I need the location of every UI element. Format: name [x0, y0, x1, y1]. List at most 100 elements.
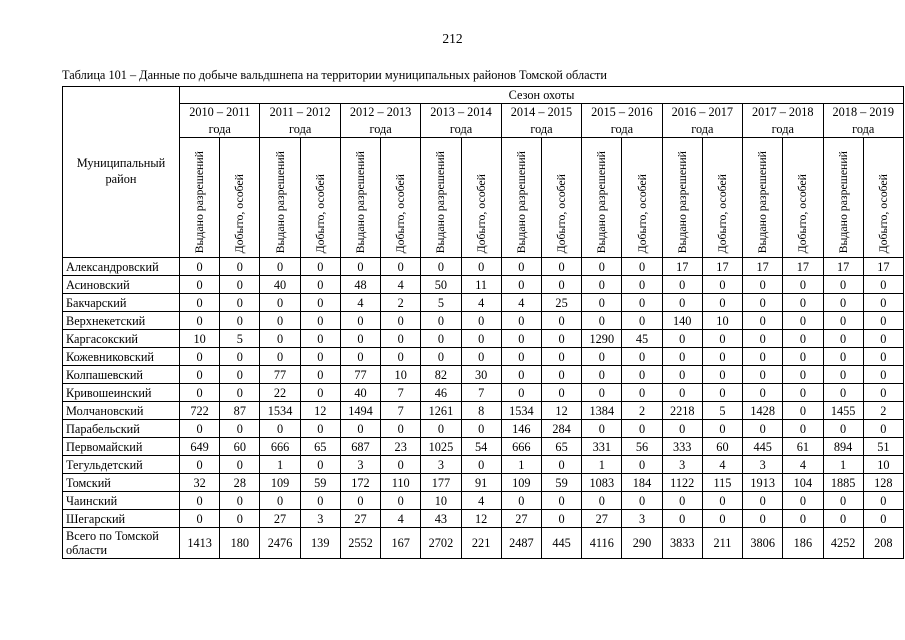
subheader-permits-issued: Выдано разрешений: [339, 137, 382, 259]
harvest-table: Муниципальный район Сезон охоты 2010 – 2…: [62, 85, 905, 560]
subheader-permits-issued: Выдано разрешений: [420, 137, 462, 259]
value-cell: 109: [259, 473, 301, 493]
value-cell: 0: [540, 383, 583, 403]
value-cell: 3833: [661, 527, 703, 560]
value-cell: 0: [822, 275, 864, 295]
value-cell: 0: [219, 491, 261, 511]
value-cell: 54: [460, 437, 502, 457]
value-cell: 0: [782, 365, 824, 385]
district-cell: Верхнекетский: [62, 311, 180, 331]
value-cell: 0: [581, 293, 623, 313]
value-cell: 12: [460, 509, 502, 529]
value-cell: 30: [460, 365, 502, 385]
subheader-permits-issued: Выдано разрешений: [581, 137, 623, 259]
district-cell: Чаинский: [62, 491, 180, 511]
value-cell: 1413: [178, 527, 221, 560]
value-cell: 0: [581, 311, 623, 331]
value-cell: 687: [339, 437, 382, 457]
subheader-label: Добыто, особей: [312, 173, 327, 254]
value-cell: 17: [782, 257, 824, 277]
value-cell: 17: [661, 257, 703, 277]
value-cell: 3: [621, 509, 663, 529]
value-cell: 0: [219, 257, 261, 277]
value-cell: 65: [299, 437, 341, 457]
district-header-cell: Муниципальный район: [62, 85, 180, 259]
subheader-harvested: Добыто, особей: [862, 137, 905, 259]
value-cell: 0: [380, 329, 422, 349]
value-cell: 0: [581, 491, 623, 511]
value-cell: 0: [581, 257, 623, 277]
value-cell: 445: [742, 437, 784, 457]
value-cell: 0: [259, 419, 301, 439]
value-cell: 1534: [259, 401, 301, 421]
value-cell: 1534: [500, 401, 542, 421]
value-cell: 0: [701, 419, 744, 439]
value-cell: 0: [219, 275, 261, 295]
value-cell: 27: [581, 509, 623, 529]
value-cell: 894: [822, 437, 864, 457]
value-cell: 0: [822, 509, 864, 529]
value-cell: 0: [540, 257, 583, 277]
value-cell: 46: [420, 383, 462, 403]
value-cell: 32: [178, 473, 221, 493]
value-cell: 0: [460, 257, 502, 277]
value-cell: 0: [299, 365, 341, 385]
value-cell: 0: [219, 365, 261, 385]
value-cell: 77: [259, 365, 301, 385]
value-cell: 0: [782, 293, 824, 313]
value-cell: 51: [862, 437, 905, 457]
value-cell: 0: [420, 419, 462, 439]
subheader-label: Добыто, особей: [232, 173, 247, 254]
value-cell: 60: [701, 437, 744, 457]
value-cell: 82: [420, 365, 462, 385]
subheader-harvested: Добыто, особей: [219, 137, 261, 259]
value-cell: 3: [661, 455, 703, 475]
value-cell: 0: [782, 401, 824, 421]
district-cell: Колпашевский: [62, 365, 180, 385]
value-cell: 4252: [822, 527, 864, 560]
value-cell: 0: [460, 311, 502, 331]
value-cell: 0: [701, 365, 744, 385]
value-cell: 0: [339, 329, 382, 349]
value-cell: 666: [259, 437, 301, 457]
value-cell: 27: [339, 509, 382, 529]
district-cell: Каргасокский: [62, 329, 180, 349]
value-cell: 0: [540, 275, 583, 295]
value-cell: 0: [862, 491, 905, 511]
value-cell: 4: [500, 293, 542, 313]
value-cell: 1: [822, 455, 864, 475]
subheader-label: Добыто, особей: [634, 173, 649, 254]
value-cell: 1885: [822, 473, 864, 493]
value-cell: 0: [219, 311, 261, 331]
value-cell: 2552: [339, 527, 382, 560]
value-cell: 0: [661, 419, 703, 439]
value-cell: 0: [822, 419, 864, 439]
value-cell: 0: [822, 311, 864, 331]
value-cell: 0: [420, 347, 462, 367]
value-cell: 0: [380, 455, 422, 475]
table-row: Бакчарский 0 0 0 0 4 2 5 4 4 25 0 0 0 0 0 0 0 0: [62, 293, 905, 313]
value-cell: 0: [782, 347, 824, 367]
value-cell: 109: [500, 473, 542, 493]
value-cell: 5: [219, 329, 261, 349]
value-cell: 0: [621, 419, 663, 439]
district-cell: Кожевниковский: [62, 347, 180, 367]
value-cell: 0: [822, 383, 864, 403]
value-cell: 4: [782, 455, 824, 475]
subheader-harvested: Добыто, особей: [701, 137, 744, 259]
value-cell: 666: [500, 437, 542, 457]
value-cell: 0: [299, 347, 341, 367]
district-cell: Кривошеинский: [62, 383, 180, 403]
value-cell: 186: [782, 527, 824, 560]
value-cell: 0: [621, 455, 663, 475]
subheader-label: Добыто, особей: [393, 173, 408, 254]
value-cell: 0: [782, 311, 824, 331]
value-cell: 0: [862, 347, 905, 367]
table-row: Колпашевский 0 0 77 0 77 10 82 30 0 0 0 0 0 0 0 0 0 0: [62, 365, 905, 385]
district-cell: Парабельский: [62, 419, 180, 439]
value-cell: 4: [339, 293, 382, 313]
value-cell: 10: [178, 329, 221, 349]
value-cell: 0: [782, 509, 824, 529]
value-cell: 0: [500, 311, 542, 331]
value-cell: 2702: [420, 527, 462, 560]
